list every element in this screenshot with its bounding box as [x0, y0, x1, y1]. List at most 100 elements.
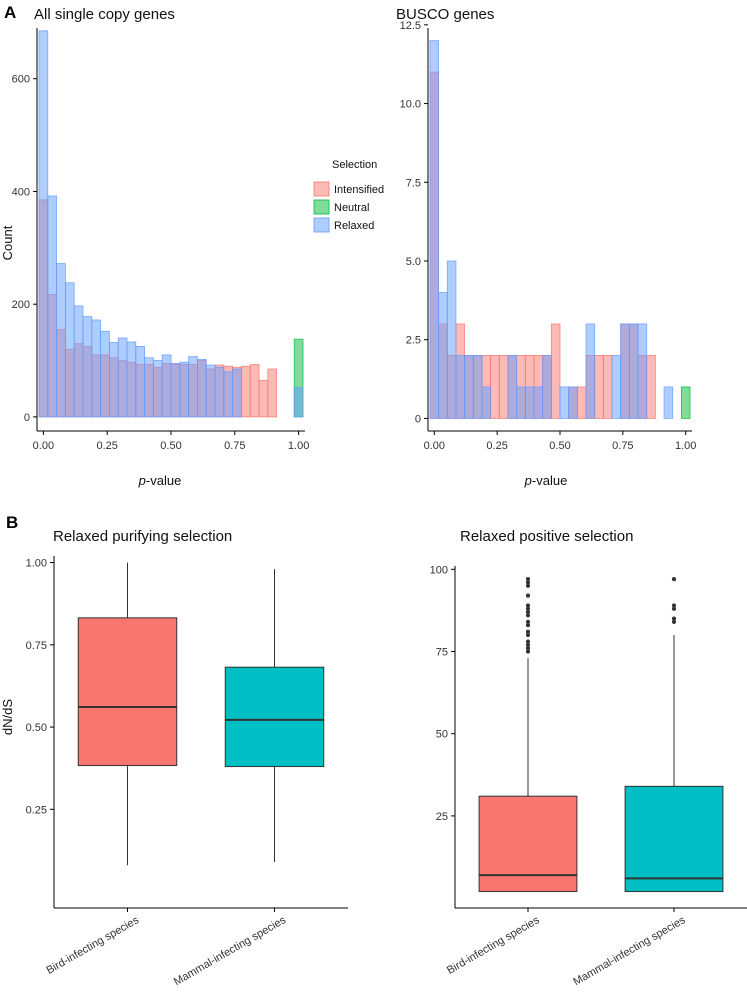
chart4-box-bird	[478, 795, 578, 893]
chart4-outlier-point	[525, 623, 531, 628]
chart2-bar-relaxed	[429, 40, 440, 419]
chart1-x-label-italic: p	[138, 473, 146, 488]
chart2-bar-relaxed	[524, 386, 535, 419]
chart1-bar-relaxed	[82, 316, 93, 418]
chart3-box-mammal	[224, 666, 325, 768]
chart4-outlier-point	[525, 629, 531, 634]
chart2-x-label-italic: p	[524, 473, 532, 488]
chart2-x-tick-label: 0.25	[486, 440, 507, 452]
chart1-y-tick-label: 400	[12, 186, 30, 198]
chart1-bar-relaxed	[188, 356, 198, 418]
chart1-bar-intensified	[258, 379, 269, 418]
chart1-bar-relaxed	[91, 319, 101, 418]
chart2-bar-relaxed	[464, 355, 474, 419]
chart2-bar-intensified	[646, 355, 656, 419]
chart4-plot-area: Bird-infecting species Mammal-infecting s…	[430, 564, 747, 988]
chart4-outlier-point	[525, 603, 531, 608]
legend-swatch-intensified	[313, 181, 330, 197]
chart2-bar-relaxed	[628, 323, 639, 419]
chart3-y-tick-label: 0.75	[26, 640, 47, 652]
chart4-outlier-point	[671, 616, 677, 621]
chart4-outlier-point	[525, 642, 531, 648]
chart2-bar-relaxed	[542, 355, 552, 419]
chart2-bar-relaxed	[559, 386, 570, 419]
chart4-outlier-point	[525, 613, 531, 618]
chart1-bar-relaxed	[223, 371, 234, 418]
chart2-bar-relaxed	[568, 386, 578, 419]
chart3-y-tick-label: 0.50	[26, 722, 47, 734]
chart1-x-tick-label: 1.00	[288, 440, 309, 452]
chart4-outlier-point	[525, 593, 531, 598]
chart2-bar-intensified	[490, 355, 500, 419]
chart2-bar-relaxed	[455, 355, 466, 419]
chart2-bar-relaxed	[516, 386, 526, 419]
chart4-x-tick-label: Mammal-infecting species	[571, 914, 688, 988]
chart4-y-tick-label: 50	[436, 729, 448, 741]
chart1-bar-relaxed	[161, 354, 172, 418]
chart2-bar-intensified	[576, 386, 587, 419]
chart4-outlier-point	[525, 639, 531, 644]
chart2-bar-relaxed	[481, 386, 492, 419]
chart1-bar-relaxed	[153, 360, 163, 418]
chart1-x-tick-label: 0.75	[224, 440, 245, 452]
chart3-y-tick-label: 1.00	[26, 558, 47, 570]
chart3-y-label: dN/dS	[0, 699, 15, 735]
chart4-outlier-point	[525, 580, 531, 585]
chart2-y-tick-label: 2.5	[406, 335, 421, 347]
chart2-bar-relaxed	[585, 323, 596, 419]
chart1-x-label-rest: -value	[146, 473, 181, 488]
chart2-bar-neutral	[680, 386, 691, 419]
chart2-bar-relaxed	[620, 323, 630, 419]
chart2-bar-relaxed	[446, 260, 457, 419]
chart2-bar-relaxed	[611, 355, 622, 419]
chart1-title: All single copy genes	[34, 6, 175, 23]
chart2-y-tick-label: 10.0	[400, 99, 421, 111]
chart3-y-tick-label: 0.25	[26, 804, 47, 816]
chart1-y-tick-label: 200	[12, 299, 30, 311]
chart1-bar-relaxed	[205, 364, 216, 418]
chart1-bar-relaxed	[293, 387, 304, 418]
chart4-y-tick-label: 75	[436, 647, 448, 659]
chart2-title: BUSCO genes	[396, 6, 494, 23]
chart2-y-tick-label: 0	[415, 413, 421, 425]
chart2-y-tick-label: 12.5	[400, 20, 421, 32]
chart1-bar-relaxed	[214, 366, 225, 418]
chart1-bar-relaxed	[100, 330, 110, 418]
chart1-bar-intensified	[241, 365, 251, 418]
chart2-bar-relaxed	[507, 355, 518, 419]
legend-label-neutral: Neutral	[334, 202, 369, 214]
legend-label-relaxed: Relaxed	[334, 220, 374, 232]
chart4-outlier-point	[525, 649, 531, 654]
chart1-bar-relaxed	[232, 368, 242, 418]
chart1-x-tick-label: 0.00	[33, 440, 54, 452]
chart4-outlier-point	[525, 619, 531, 625]
chart2-bar-intensified	[594, 355, 604, 419]
chart2-bar-intensified	[550, 323, 561, 419]
chart4-outlier-point	[671, 606, 677, 611]
chart2-bar-relaxed	[533, 386, 544, 419]
chart1-y-label: Count	[0, 225, 15, 260]
chart1-x-tick-label: 0.25	[96, 440, 117, 452]
chart1-bar-relaxed	[108, 342, 119, 418]
chart1-bar-relaxed	[64, 282, 75, 418]
chart4-box-mammal	[624, 785, 724, 893]
legend-title: Selection	[332, 159, 377, 171]
chart1-bar-relaxed	[73, 305, 84, 418]
legend-label-intensified: Intensified	[334, 184, 384, 196]
chart1-bar-intensified	[267, 368, 278, 418]
chart2-bar-relaxed	[472, 355, 483, 419]
chart2-bar-relaxed	[438, 292, 448, 419]
chart4-outlier-point	[671, 619, 677, 625]
chart1-x-tick-label: 0.50	[160, 440, 181, 452]
chart2-bar-relaxed	[663, 386, 674, 419]
chart1-bar-intensified	[249, 364, 260, 418]
chart4-y-tick-label: 100	[430, 564, 448, 576]
chart1-bar-relaxed	[117, 337, 128, 418]
panel-label-a: A	[4, 3, 16, 22]
chart4-outlier-point	[525, 609, 531, 615]
chart4-x-tick-label: Bird-infecting species	[445, 914, 542, 977]
chart4-title: Relaxed positive selection	[460, 528, 633, 545]
chart1-plot-area: 0 200 400 600 0.00 0.25 0.50 0.75 1.00	[12, 28, 309, 452]
chart2-x-tick-label: 0.75	[612, 440, 633, 452]
chart1-bar-relaxed	[47, 195, 57, 418]
